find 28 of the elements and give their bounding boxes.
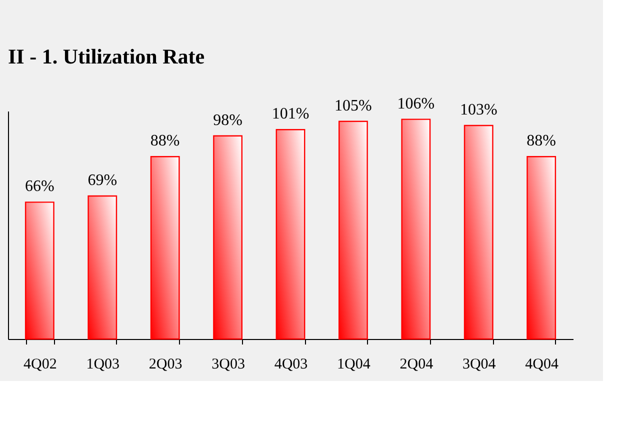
bar [526,156,556,340]
data-label: 69% [88,172,118,189]
x-tick-label: 1Q04 [337,356,371,372]
bar [276,129,306,340]
data-label: 101% [272,106,310,123]
x-tick-label: 4Q04 [525,356,559,372]
x-tick-label: 2Q03 [148,356,182,372]
data-label: 98% [213,112,242,129]
x-tick-label: 2Q04 [400,356,434,372]
x-tick-label: 1Q03 [86,356,120,372]
data-label: 105% [334,97,372,114]
bar [338,120,368,340]
x-tick-label: 3Q04 [462,356,496,372]
x-tick-label: 4Q02 [23,356,57,372]
bar [24,202,54,340]
chart-title: II - 1. Utilization Rate [8,44,205,68]
data-label: 103% [460,102,498,119]
x-tick-label: 4Q03 [274,356,308,372]
data-label: 88% [150,132,180,150]
data-label: 106% [397,95,435,112]
x-tick-label: 3Q03 [212,356,245,372]
bar [401,118,431,340]
bar [88,195,118,340]
bar [213,135,242,340]
data-label: 66% [25,178,54,196]
bar [150,156,180,340]
bar [464,124,494,340]
data-label: 88% [526,132,556,150]
